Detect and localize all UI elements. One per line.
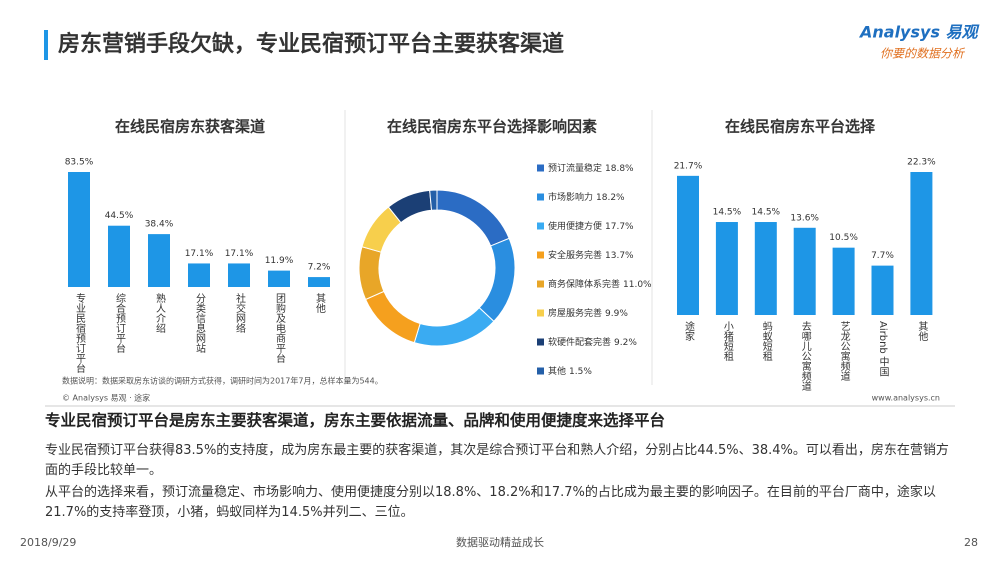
bar: [108, 225, 130, 287]
legend-value: 17.7%: [605, 222, 634, 232]
chart-title: 在线民宿房东平台选择: [725, 118, 876, 136]
data-label: 7.2%: [308, 263, 331, 273]
legend-swatch: [537, 309, 544, 317]
logo: Analysys 易观: [858, 23, 981, 42]
source: © Analysys 易观 · 途家: [62, 393, 150, 403]
x-tick-label: 蚂蚁短租: [760, 320, 772, 362]
footer-center: 数据驱动精益成长: [456, 535, 544, 549]
legend-label: 安全服务完善 13.7%: [548, 249, 634, 261]
data-label: 44.5%: [105, 211, 134, 221]
summary-heading: 专业民宿预订平台是房东主要获客渠道，房东主要依据流量、品牌和使用便捷度来选择平台: [45, 411, 665, 430]
chart-title: 在线民宿房东平台选择影响因素: [387, 118, 597, 136]
data-label: 10.5%: [829, 233, 858, 243]
legend-value: 18.8%: [605, 164, 634, 174]
x-tick-label: Airbnb 中国: [877, 321, 889, 378]
x-tick-label: 其他: [916, 321, 928, 342]
legend-swatch: [537, 251, 544, 259]
x-tick-label: 熟人介绍: [154, 292, 166, 334]
bar: [268, 270, 290, 287]
bar: [871, 265, 894, 315]
legend-value: 11.0%: [623, 280, 652, 290]
donut-segment: [358, 246, 385, 301]
legend-name: 市场影响力: [548, 191, 593, 203]
legend-value: 13.7%: [605, 251, 634, 261]
legend-swatch: [537, 367, 544, 375]
footer-date: 2018/9/29: [20, 536, 76, 549]
title-accent: [44, 30, 48, 60]
summary-paragraph: 专业民宿预订平台获得83.5%的支持度，成为房东最主要的获客渠道，其次是综合预订…: [45, 443, 949, 478]
x-tick-label: 途家: [683, 320, 695, 341]
legend-name: 预订流量稳定: [548, 162, 602, 174]
summary-paragraph: 从平台的选择来看，预订流量稳定、市场影响力、使用便捷度分别以18.8%、18.2…: [45, 485, 936, 520]
bar: [188, 263, 210, 287]
legend-label: 软硬件配套完善 9.2%: [548, 336, 637, 348]
bar: [308, 277, 330, 287]
data-label: 17.1%: [185, 249, 214, 259]
donut-segment: [429, 189, 438, 211]
legend-name: 使用便捷方便: [548, 220, 602, 232]
legend-swatch: [537, 338, 544, 346]
legend-name: 软硬件配套完善: [548, 336, 611, 348]
legend-name: 商务保障体系完善: [548, 278, 620, 290]
donut-segment: [364, 290, 421, 344]
x-tick-label: 团购及电商平台: [274, 293, 286, 364]
x-tick-label: 艺龙公寓频道: [838, 321, 850, 381]
legend-label: 商务保障体系完善 11.0%: [548, 278, 652, 290]
legend-value: 18.2%: [596, 193, 625, 203]
x-tick-label: 小猪短租: [721, 321, 733, 362]
legend-name: 房屋服务完善: [548, 307, 602, 319]
bar: [715, 222, 738, 315]
data-label: 21.7%: [674, 161, 703, 171]
bar: [832, 247, 855, 315]
legend-label: 房屋服务完善 9.9%: [548, 307, 628, 319]
x-tick-label: 综合预订平台: [114, 292, 126, 354]
data-label: 11.9%: [265, 256, 294, 266]
legend-swatch: [537, 164, 544, 172]
data-label: 13.6%: [790, 213, 819, 223]
legend-label: 其他 1.5%: [548, 365, 592, 377]
bar: [754, 222, 777, 315]
data-label: 22.3%: [907, 158, 936, 168]
donut-segment: [478, 237, 516, 323]
data-label: 83.5%: [65, 158, 94, 168]
legend-name: 其他: [548, 365, 566, 377]
legend-value: 9.9%: [605, 309, 628, 319]
x-tick-label: 其他: [314, 293, 326, 314]
bar: [68, 172, 90, 287]
logo-tagline: 你要的数据分析: [880, 47, 966, 61]
bar: [228, 263, 250, 287]
donut-segment: [413, 306, 495, 347]
legend-value: 1.5%: [569, 367, 592, 377]
note: 数据说明：数据采取房东访谈的调研方式获得，调研时间为2017年7月，总样本量为5…: [62, 376, 383, 386]
legend-value: 9.2%: [614, 338, 637, 348]
donut-segment: [436, 189, 510, 247]
legend-label: 预订流量稳定 18.8%: [548, 162, 634, 174]
data-label: 7.7%: [871, 251, 894, 261]
legend-swatch: [537, 193, 544, 201]
legend-label: 使用便捷方便 17.7%: [548, 220, 634, 232]
legend-swatch: [537, 280, 544, 288]
slide-title: 房东营销手段欠缺，专业民宿预订平台主要获客渠道: [58, 31, 564, 57]
page-number: 28: [964, 536, 978, 549]
bar: [677, 175, 699, 315]
bar: [148, 234, 170, 287]
legend-swatch: [537, 222, 544, 230]
website: www.analysys.cn: [872, 394, 940, 403]
data-label: 17.1%: [225, 249, 254, 259]
x-tick-label: 专业民宿预订平台: [74, 292, 86, 374]
x-tick-label: 社交网络: [234, 292, 246, 334]
data-label: 14.5%: [713, 208, 742, 218]
chart-title: 在线民宿房东获客渠道: [115, 118, 265, 136]
data-label: 14.5%: [752, 208, 781, 218]
data-label: 38.4%: [145, 220, 174, 230]
x-tick-label: 去哪儿公寓频道: [799, 321, 811, 391]
x-tick-label: 分类信息网站: [194, 293, 206, 354]
bar: [910, 172, 933, 315]
bar: [793, 227, 816, 315]
legend-label: 市场影响力 18.2%: [548, 191, 625, 203]
legend-name: 安全服务完善: [548, 249, 602, 261]
